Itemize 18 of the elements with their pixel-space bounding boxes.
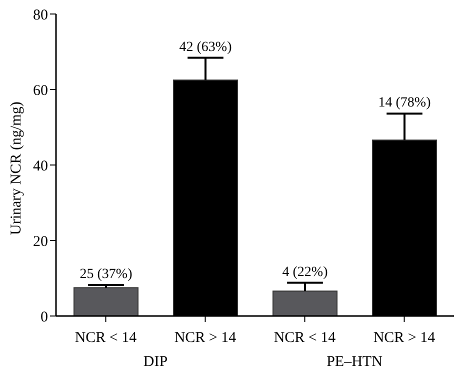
y-tick-label: 60 bbox=[33, 82, 48, 99]
x-tick-label: NCR > 14 bbox=[174, 330, 237, 346]
bar bbox=[74, 287, 138, 316]
bar bbox=[272, 290, 338, 316]
y-tick-label: 80 bbox=[33, 7, 48, 24]
annotation: 25 (37%) bbox=[80, 267, 133, 282]
y-tick-label: 40 bbox=[33, 158, 48, 174]
x-tick-label: NCR < 14 bbox=[274, 330, 336, 346]
x-tick-label: NCR > 14 bbox=[373, 330, 436, 346]
x-tick-label: NCR < 14 bbox=[74, 330, 138, 346]
annotation: 42 (63%) bbox=[179, 40, 232, 55]
y-tick-label: 20 bbox=[33, 234, 48, 250]
text: DIP bbox=[143, 354, 168, 369]
y-axis-title: Urinary NCR (ng/mg) bbox=[8, 102, 24, 235]
annotation: 4 (22%) bbox=[282, 264, 328, 280]
y-tick-label: 0 bbox=[40, 309, 48, 326]
text: PE–HTN bbox=[326, 354, 383, 369]
annotation: 14 (78%) bbox=[378, 96, 432, 111]
